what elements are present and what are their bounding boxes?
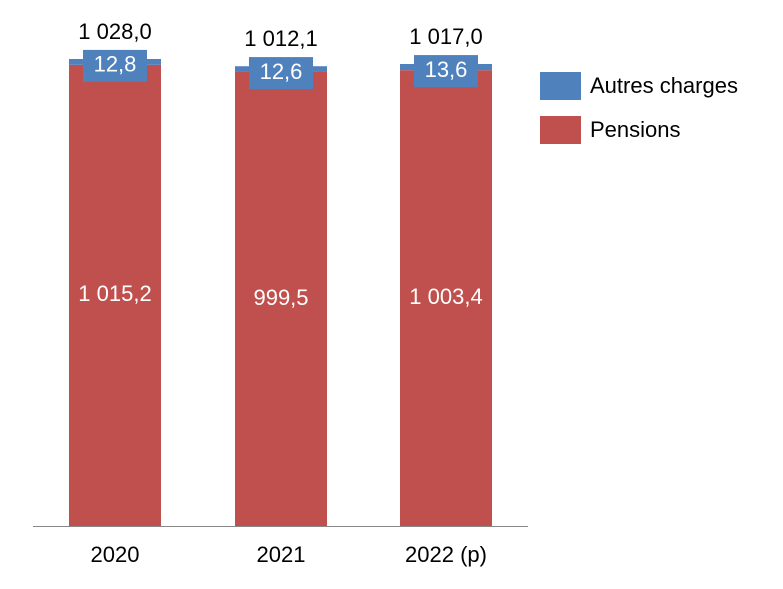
value-label: 13,6 — [425, 57, 468, 82]
value-label-box — [249, 57, 313, 90]
total-label: 1 017,0 — [409, 24, 482, 49]
value-label: 999,5 — [253, 285, 308, 310]
x-tick-label: 2022 (p) — [405, 542, 487, 567]
x-tick-label: 2021 — [257, 542, 306, 567]
legend-swatch — [540, 72, 581, 100]
bar-segment — [235, 71, 327, 526]
value-label: 12,8 — [94, 52, 137, 77]
legend-label: Pensions — [590, 117, 681, 142]
total-label: 1 012,1 — [244, 26, 317, 51]
legend-swatch — [540, 116, 581, 144]
value-label: 1 003,4 — [409, 284, 482, 309]
bar-segment — [69, 64, 161, 526]
total-label: 1 028,0 — [78, 19, 151, 44]
legend-label: Autres charges — [590, 73, 738, 98]
x-tick-label: 2020 — [91, 542, 140, 567]
bar-segment — [400, 70, 492, 526]
value-label: 12,6 — [260, 59, 303, 84]
value-label-box — [83, 49, 147, 82]
value-label-box — [414, 55, 478, 88]
value-label: 1 015,2 — [78, 281, 151, 306]
